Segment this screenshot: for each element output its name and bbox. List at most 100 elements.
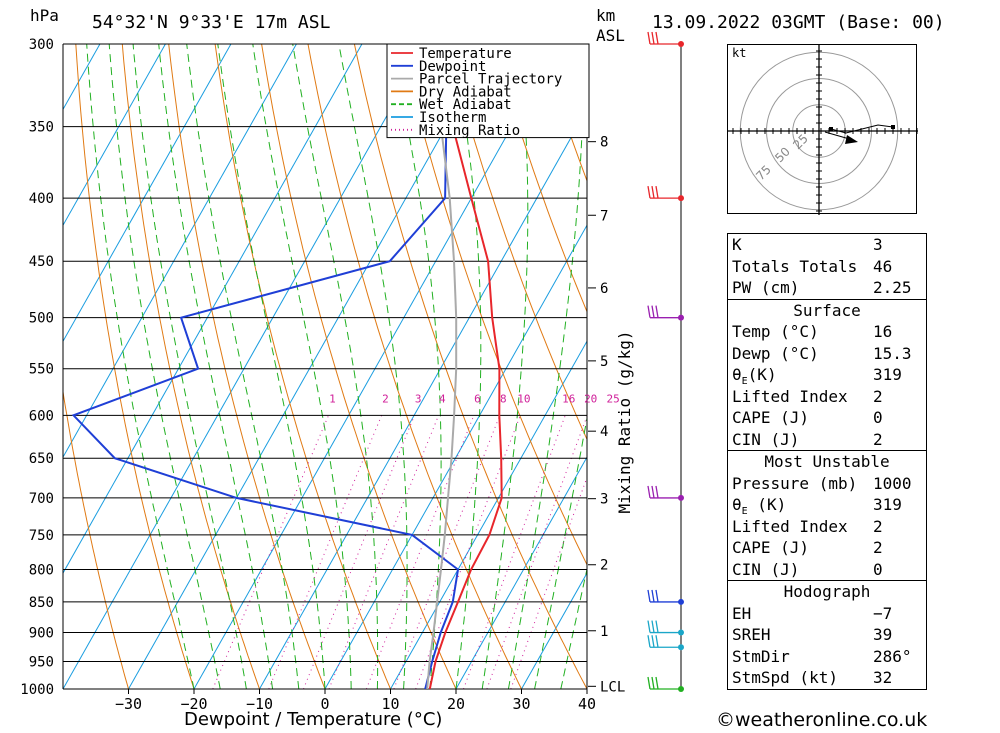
wind-barb [647,186,681,199]
height-tick-label: 2 [600,558,608,574]
pressure-tick-label: 650 [29,451,54,467]
mixing-ratio-axis-label: Mixing Ratio (g/kg) [615,330,634,514]
isotherm-line [128,44,494,689]
height-tick-label: 8 [600,135,608,151]
most-unstable-index-row: θE (K) 319 [728,494,926,517]
wet-adiabat-line [252,44,352,689]
wind-barb [647,305,681,319]
wind-barb-feather [647,186,651,199]
wet-adiabat-line [292,44,379,689]
most-unstable-index-row: CAPE (J) 2 [728,537,926,559]
legend-entry-label: Isotherm [419,110,486,126]
wind-barb [647,676,681,690]
wind-barb [647,485,681,499]
isotherm-line [521,572,587,689]
most-unstable-index-value: 2 [873,516,883,536]
hodograph-index-row: SREH 39 [728,624,926,646]
isotherm-line [63,44,428,689]
height-tick-label: 6 [600,281,608,297]
wind-barb-feather [647,485,651,499]
most-unstable-index-label: CAPE (J) [732,538,810,557]
surface-index-value: 2 [873,386,883,406]
most-unstable-index-value: 2 [873,538,883,557]
isotherm-line [324,224,587,689]
mixing-ratio-line [212,415,330,689]
most-unstable-indices: Most Unstable Pressure (mb) 1000 θE (K) 319 L… [727,451,927,581]
hodograph-ring-label: 75 [753,162,774,183]
wind-barb-feather [655,485,659,499]
hodograph-index-value: 39 [873,625,893,644]
height-unit-km: km [596,6,616,25]
pressure-unit-label: hPa [30,6,59,25]
isotherm-line [63,44,232,343]
mixing-ratio-label: 3 [415,392,422,405]
height-tick-label: 1 [600,624,608,640]
legend-entry-label: Wet Adiabat [419,97,512,113]
most-unstable-index-row: Pressure (mb) 1000 [728,473,926,495]
isotherm-line [259,108,587,689]
isotherm-line [390,340,587,689]
surface-index-label: CIN (J) [732,429,800,449]
wind-barb-feather [655,305,659,318]
credit-text: ©weatheronline.co.uk [716,709,928,731]
most-unstable-index-label: Pressure (mb) [732,473,858,493]
indices-table: K 3 Totals Totals 46 PW (cm) 2.25 Surface Temp… [727,233,927,690]
x-tick-label: 0 [320,695,329,713]
x-tick-label: −10 [246,695,273,713]
hodograph-index-label: SREH [732,625,771,644]
height-unit-asl: ASL [596,26,625,45]
wind-barb-feather [651,589,655,603]
dry-adiabat-line [446,44,587,441]
wind-barb [647,589,681,603]
surface-index-title: Surface [793,300,861,320]
general-indices: K 3 Totals Totals 46 PW (cm) 2.25 [727,233,927,300]
most-unstable-index-title: Most Unstable [764,452,890,471]
general-index-value: 46 [873,256,893,276]
parcel-trajectory-profile [426,44,458,689]
hodograph-index-row: StmDir 286° [728,646,926,668]
pressure-tick-label: 700 [29,491,54,507]
x-axis-title: Dewpoint / Temperature (°C) [184,709,443,730]
general-index-value: 2.25 [873,278,912,297]
isotherm-line [455,456,587,689]
surface-index-value: 2 [873,429,883,449]
wind-barb-feather [655,31,659,45]
surface-index-label: Dewp (°C) [732,343,819,363]
pressure-tick-label: 600 [29,408,54,424]
wind-barb-feather [651,186,655,199]
dry-adiabat-line [168,44,326,689]
surface-indices: Surface Temp (°C) 16 Dewp (°C) 15.3 θE(K) 319 L… [727,299,927,451]
pressure-tick-label: 350 [29,120,54,136]
height-axis: 8 7 6 5 4 3 2 1 LCL [588,135,625,695]
legend-entry-label: Dry Adiabat [419,84,512,100]
hodograph-index-value: 32 [873,668,893,687]
mixing-ratio-label: 25 [606,392,619,405]
most-unstable-index-label: Lifted Index [732,516,848,536]
dry-adiabat-line [493,44,587,313]
hodograph-index-value: −7 [873,603,893,623]
wind-barbs [647,31,684,692]
wet-adiabat-line [481,44,529,689]
wind-barb-feather [655,620,659,633]
dry-adiabat-line [958,44,1000,689]
surface-index-row: Dewp (°C) 15.3 [728,343,926,365]
x-tick-label: −30 [115,695,142,713]
wind-barb-feather [651,676,655,690]
mixing-ratio-label: 1 [329,392,336,405]
x-tick-label: 10 [381,695,399,713]
wind-barb-feather [651,31,655,45]
x-tick-label: 20 [447,695,465,713]
pressure-tick-label: 300 [29,37,54,53]
wind-barb-feather [651,635,655,648]
wind-barb [647,620,681,634]
hodograph-point [891,125,895,129]
x-tick-label: −20 [180,695,207,713]
dewpoint-profile [71,44,460,689]
hodograph-panel: 25 50 75 kt [727,44,918,215]
surface-index-row: Temp (°C) 16 [728,321,926,343]
wind-barb-feather [651,485,655,499]
hodograph-index-label: EH [732,603,752,623]
storm-motion-arrowhead [845,135,858,144]
wind-barb-feather [647,305,651,318]
